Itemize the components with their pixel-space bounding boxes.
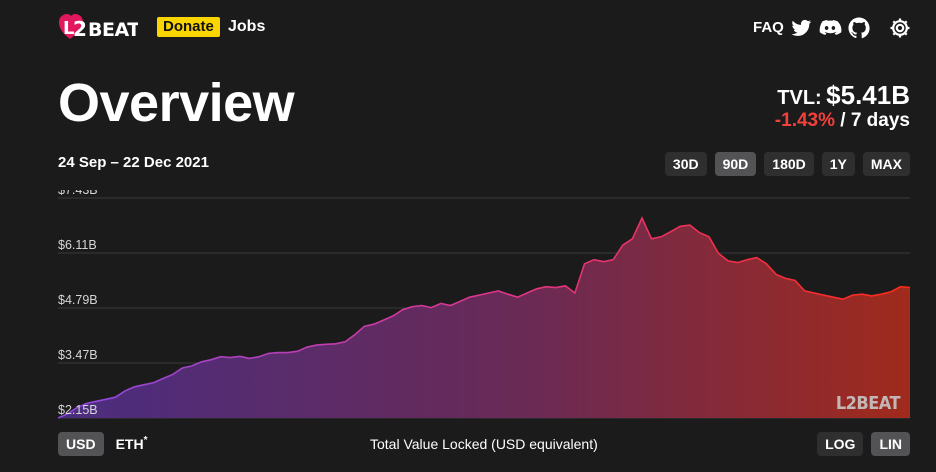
jobs-link[interactable]: Jobs: [228, 18, 266, 35]
tvl-chart[interactable]: $7.43B $6.11B $4.79B $3.47B $2.15B: [58, 190, 910, 422]
donate-button[interactable]: Donate: [157, 17, 220, 37]
settings-gear-icon[interactable]: [888, 16, 912, 40]
range-button-90d[interactable]: 90D: [714, 152, 757, 176]
tvl-change: -1.43% / 7 days: [775, 110, 910, 132]
y-tick-label: $4.79B: [58, 293, 98, 307]
svg-text:BEAT: BEAT: [88, 19, 138, 41]
range-button-1y[interactable]: 1Y: [821, 152, 855, 176]
currency-button-usd[interactable]: USD: [58, 432, 104, 456]
svg-text:L: L: [63, 18, 74, 39]
y-tick-label: $6.11B: [58, 238, 97, 252]
range-button-180d[interactable]: 180D: [764, 152, 814, 176]
scale-selector: LOG LIN: [817, 432, 910, 456]
date-range: 24 Sep – 22 Dec 2021: [58, 154, 209, 171]
page-title: Overview: [58, 73, 295, 133]
currency-selector: USD ETH*: [58, 432, 151, 456]
github-icon[interactable]: [847, 16, 871, 40]
scale-button-log[interactable]: LOG: [817, 432, 864, 456]
tvl-line: [58, 216, 910, 419]
tvl-summary: TVL: $5.41B: [777, 80, 910, 111]
range-button-max[interactable]: MAX: [862, 152, 910, 176]
logo-heart-icon: L 2 BEAT: [59, 14, 138, 41]
range-button-30d[interactable]: 30D: [664, 152, 707, 176]
eth-label: ETH: [115, 436, 144, 452]
tvl-area: [58, 218, 910, 418]
tvl-change-period: / 7 days: [840, 110, 910, 131]
chart-caption: Total Value Locked (USD equivalent): [370, 436, 598, 452]
y-tick-label: $2.15B: [58, 403, 98, 417]
eth-asterisk: *: [143, 435, 148, 446]
tvl-value: $5.41B: [826, 80, 910, 110]
time-range-selector: 30D 90D 180D 1Y MAX: [664, 152, 910, 176]
l2beat-logo[interactable]: L 2 BEAT: [58, 12, 138, 42]
y-tick-label: $7.43B: [58, 190, 98, 197]
scale-button-lin[interactable]: LIN: [871, 432, 910, 456]
chart-watermark: L2BEAT: [835, 393, 901, 414]
y-tick-label: $3.47B: [58, 348, 98, 362]
tvl-label: TVL:: [777, 87, 822, 109]
svg-text:2: 2: [73, 17, 87, 41]
currency-button-eth[interactable]: ETH*: [112, 432, 152, 456]
discord-icon[interactable]: [818, 16, 842, 40]
faq-link[interactable]: FAQ: [753, 19, 784, 36]
tvl-change-percent: -1.43%: [774, 110, 835, 131]
twitter-icon[interactable]: [789, 16, 813, 40]
